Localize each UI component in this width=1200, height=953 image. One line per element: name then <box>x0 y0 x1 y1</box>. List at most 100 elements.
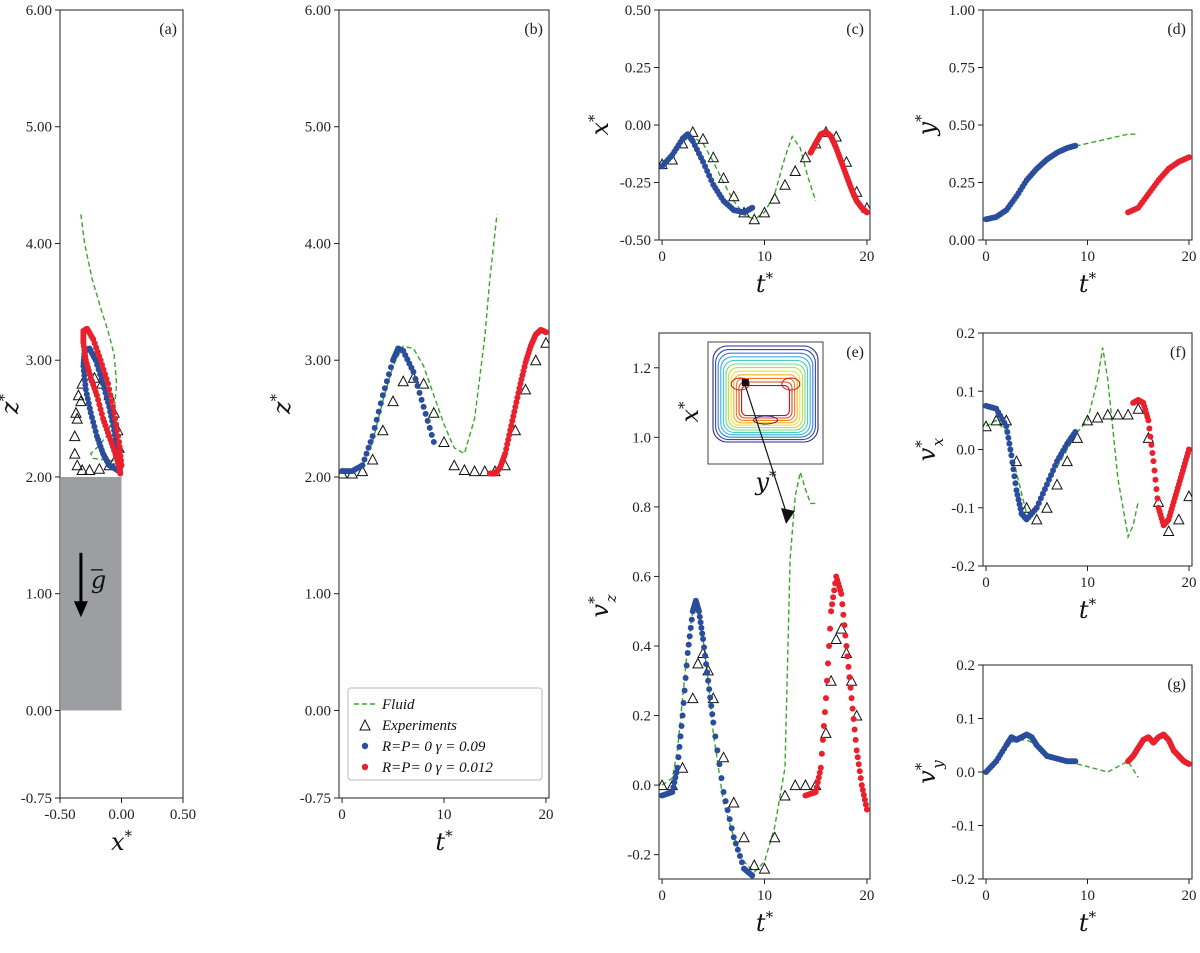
series-r-p-0-0-09-point <box>716 761 723 768</box>
series-r-p-0-0-09-point <box>86 405 93 412</box>
y-tick-label: -0.75 <box>21 791 52 807</box>
series-r-p-0-0-09-point <box>365 444 372 451</box>
series-experiments-point <box>799 151 812 163</box>
series-r-p-0-0-012-point <box>510 413 517 420</box>
series-r-p-0-0-012-point <box>542 329 549 336</box>
series-r-p-0-0-09-point <box>410 368 417 375</box>
series-r-p-0-0-09-point <box>1011 473 1018 480</box>
series-r-p-0-0-012-point <box>113 421 120 428</box>
series-r-p-0-0-09-point <box>412 375 419 382</box>
series-r-p-0-0-012-point <box>100 415 107 422</box>
series-r-p-0-0-09-point <box>1043 481 1050 488</box>
y-tick-label: -0.1 <box>951 501 975 517</box>
y-tick-label: 0.25 <box>625 61 651 77</box>
plot-area <box>659 471 870 879</box>
y-tick-label: 3.00 <box>305 353 331 369</box>
series-r-p-0-0-09-point <box>92 428 99 435</box>
inset-contour <box>753 415 778 425</box>
y-axis-label: z* <box>267 393 296 415</box>
y-tick-label: 0.75 <box>949 61 975 77</box>
series-experiments-point <box>789 779 802 791</box>
series-experiments-point <box>68 430 81 442</box>
series-r-p-0-0-012-point <box>104 380 111 387</box>
series-r-p-0-0-012-point <box>99 361 106 368</box>
x-tick-label: 20 <box>538 807 553 823</box>
y-axis-label: y* <box>912 114 941 137</box>
series-r-p-0-0-09-point <box>684 649 691 656</box>
series-r-p-0-0-012-point <box>97 406 104 413</box>
series-experiments-point <box>779 178 791 190</box>
series-experiments-point <box>850 709 863 721</box>
series-r-p-0-0-012-point <box>821 709 828 716</box>
series-r-p-0-0-012-point <box>117 452 124 459</box>
series-experiments-point <box>1041 501 1053 513</box>
series-r-p-0-0-012-point <box>1148 441 1155 448</box>
series-r-p-0-0-09-point <box>1072 429 1079 436</box>
y-tick-label: 0.25 <box>949 176 975 192</box>
series-experiments-point <box>738 831 750 843</box>
series-r-p-0-0-012-point <box>853 747 860 754</box>
series-r-p-0-0-09-point <box>1050 467 1057 474</box>
series-r-p-0-0-012-point <box>118 457 125 464</box>
x-axis-label: t* <box>435 827 453 856</box>
series-experiments-point <box>697 132 709 144</box>
series-r-p-0-0-012-point <box>95 396 102 403</box>
legend-entry: Fluid <box>381 697 415 713</box>
series-r-p-0-0-09-point <box>387 364 394 371</box>
series-r-p-0-0-012-point <box>111 409 118 416</box>
series-r-p-0-0-012-point <box>819 736 826 743</box>
series-fluid-line <box>985 347 1139 540</box>
y-tick-label: 2.00 <box>305 470 331 486</box>
x-axis-label: t* <box>756 269 774 298</box>
series-r-p-0-0-09-point <box>100 380 107 387</box>
series-r-p-0-0-012-point <box>838 590 845 597</box>
series-r-p-0-0-09-point <box>706 686 713 693</box>
y-tick-label: -0.1 <box>951 819 975 835</box>
series-experiments-point <box>799 779 812 791</box>
y-tick-label: 4.00 <box>305 236 331 252</box>
series-r-p-0-0-012-point <box>112 415 119 422</box>
series-r-p-0-0-09-point <box>704 669 711 676</box>
inset-contour <box>720 356 811 436</box>
series-r-p-0-0-012-point <box>851 726 858 733</box>
series-experiments-point <box>748 859 761 871</box>
series-r-p-0-0-012-point <box>1154 495 1161 502</box>
series-r-p-0-0-012-point <box>1147 433 1154 440</box>
series-r-p-0-0-012-point <box>1145 417 1152 424</box>
series-experiments-point <box>659 779 668 791</box>
series-r-p-0-0-09-point <box>1039 490 1046 497</box>
gravity-arrow-head <box>73 601 88 618</box>
series-r-p-0-0-012-point <box>826 642 833 649</box>
series-r-p-0-0-09-point <box>700 158 707 165</box>
series-r-p-0-0-012-point <box>106 386 113 393</box>
series-r-p-0-0-09-point <box>84 395 91 402</box>
series-r-p-0-0-012-point <box>814 779 821 786</box>
y-tick-label: 0.1 <box>956 384 975 400</box>
series-r-p-0-0-09-point <box>93 433 100 440</box>
series-r-p-0-0-09-point <box>712 733 719 740</box>
series-r-p-0-0-012-point <box>863 806 870 813</box>
series-r-p-0-0-09-point <box>416 389 423 396</box>
series-r-p-0-0-09-point <box>1004 429 1011 436</box>
series-r-p-0-0-09-point <box>671 779 678 786</box>
series-r-p-0-0-012-point <box>842 632 849 639</box>
series-r-p-0-0-012-point <box>1146 425 1153 432</box>
x-tick-label: 20 <box>859 249 874 265</box>
series-r-p-0-0-012-point <box>863 209 870 216</box>
series-r-p-0-0-09-point <box>95 366 102 373</box>
series-r-p-0-0-09-point <box>695 608 702 615</box>
series-r-p-0-0-09-point <box>1013 487 1020 494</box>
series-r-p-0-0-09-point <box>98 375 105 382</box>
series-r-p-0-0-09-point <box>688 616 695 623</box>
x-tick-label: 0 <box>658 249 666 265</box>
series-r-p-0-0-09-point <box>718 775 725 782</box>
x-tick-label: 10 <box>1080 888 1095 904</box>
series-r-p-0-0-09-point <box>707 694 714 701</box>
series-experiments-point <box>70 406 82 418</box>
series-r-p-0-0-09-point <box>420 403 427 410</box>
series-r-p-0-0-012-point <box>97 357 104 364</box>
series-r-p-0-0-012-point <box>114 427 121 434</box>
panel-b: 0 10 20 -0.75 0.00 1.00 2.00 3.00 4.00 5.00 6.00 t*… <box>267 3 553 856</box>
y-tick-label: -0.2 <box>627 848 651 864</box>
